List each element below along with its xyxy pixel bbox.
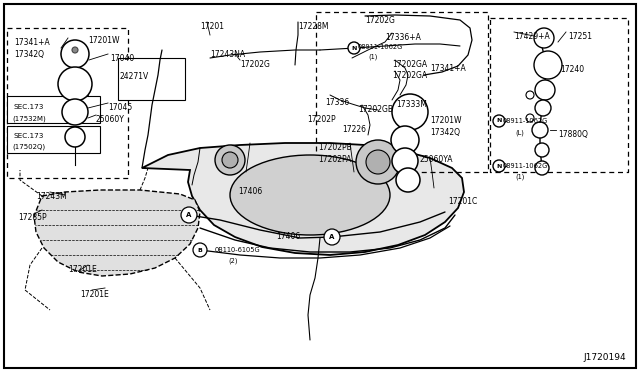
Polygon shape [34, 190, 200, 276]
Circle shape [391, 126, 419, 154]
Polygon shape [142, 143, 464, 255]
Text: 17240: 17240 [560, 65, 584, 74]
Text: N: N [351, 45, 356, 51]
Text: (L): (L) [515, 129, 524, 135]
Circle shape [535, 161, 549, 175]
Circle shape [535, 100, 551, 116]
Circle shape [65, 127, 85, 147]
Text: J1720194: J1720194 [584, 353, 626, 362]
Text: 17202G: 17202G [365, 16, 395, 25]
Circle shape [392, 148, 418, 174]
Circle shape [62, 99, 88, 125]
Text: 17040: 17040 [110, 54, 134, 63]
Text: 17228M: 17228M [298, 22, 328, 31]
Text: 17202PA: 17202PA [318, 155, 351, 164]
Text: 17336: 17336 [325, 98, 349, 107]
Circle shape [222, 152, 238, 168]
Circle shape [396, 168, 420, 192]
Text: 17336+A: 17336+A [385, 33, 421, 42]
Text: 17202GA: 17202GA [392, 60, 427, 69]
Bar [7, 126, 100, 153]
Text: 17201W: 17201W [88, 36, 120, 45]
Text: 17243M: 17243M [36, 192, 67, 201]
Ellipse shape [230, 155, 390, 235]
Text: 17880Q: 17880Q [558, 130, 588, 139]
Circle shape [535, 143, 549, 157]
Text: 17226: 17226 [342, 125, 366, 134]
Text: 17429+A: 17429+A [514, 32, 550, 41]
Text: 17251: 17251 [568, 32, 592, 41]
Bar [7, 96, 100, 123]
Circle shape [193, 243, 207, 257]
Circle shape [348, 42, 360, 54]
Text: 17406: 17406 [276, 232, 300, 241]
Circle shape [366, 150, 390, 174]
Text: 17045: 17045 [108, 103, 132, 112]
Circle shape [526, 114, 534, 122]
Text: A: A [330, 234, 335, 240]
Text: (17532M): (17532M) [12, 115, 45, 122]
Text: A: A [186, 212, 192, 218]
Text: 0B110-6105G: 0B110-6105G [215, 247, 260, 253]
Bar [118, 58, 185, 100]
Text: 08911-1062G: 08911-1062G [358, 44, 403, 50]
Text: (1): (1) [368, 54, 378, 61]
Text: (1): (1) [515, 174, 524, 180]
Text: 17243NA: 17243NA [210, 50, 245, 59]
Text: 17201C: 17201C [448, 197, 477, 206]
Circle shape [493, 160, 505, 172]
Circle shape [526, 91, 534, 99]
Text: 08911-1062G: 08911-1062G [503, 118, 548, 124]
Text: 17202GB: 17202GB [358, 105, 393, 114]
Text: 17341+A: 17341+A [430, 64, 466, 73]
Text: 08911-1062G: 08911-1062G [503, 163, 548, 169]
Text: 17201W: 17201W [430, 116, 461, 125]
Circle shape [356, 140, 400, 184]
Text: N: N [496, 164, 502, 169]
Text: 25060Y: 25060Y [96, 115, 125, 124]
Text: 17201: 17201 [200, 22, 224, 31]
Text: B: B [198, 247, 202, 253]
Circle shape [392, 94, 428, 130]
Circle shape [215, 145, 245, 175]
Text: 25060YA: 25060YA [420, 155, 454, 164]
Text: 17202PB: 17202PB [318, 143, 352, 152]
Text: SEC.173: SEC.173 [14, 104, 44, 110]
Text: 17202GA: 17202GA [392, 71, 427, 80]
Text: 17406: 17406 [238, 187, 262, 196]
Text: 17342Q: 17342Q [430, 128, 460, 137]
Text: 17202G: 17202G [240, 60, 270, 69]
Text: 17201E: 17201E [68, 265, 97, 274]
Circle shape [535, 80, 555, 100]
Circle shape [181, 207, 197, 223]
Text: 17342Q: 17342Q [14, 50, 44, 59]
Text: 17333M: 17333M [396, 100, 427, 109]
Circle shape [324, 229, 340, 245]
Text: SEC.173: SEC.173 [14, 133, 44, 139]
Circle shape [58, 67, 92, 101]
Text: 17201E: 17201E [80, 290, 109, 299]
Circle shape [532, 122, 548, 138]
Circle shape [493, 115, 505, 127]
Circle shape [534, 28, 554, 48]
Text: 17285P: 17285P [18, 213, 47, 222]
Circle shape [61, 40, 89, 68]
Text: 17202P: 17202P [307, 115, 335, 124]
Text: 17341+A: 17341+A [14, 38, 50, 47]
Text: (2): (2) [228, 258, 237, 264]
Text: N: N [496, 119, 502, 124]
Text: (17502Q): (17502Q) [12, 143, 45, 150]
Circle shape [534, 51, 562, 79]
Circle shape [72, 47, 78, 53]
Text: 24271V: 24271V [120, 72, 149, 81]
